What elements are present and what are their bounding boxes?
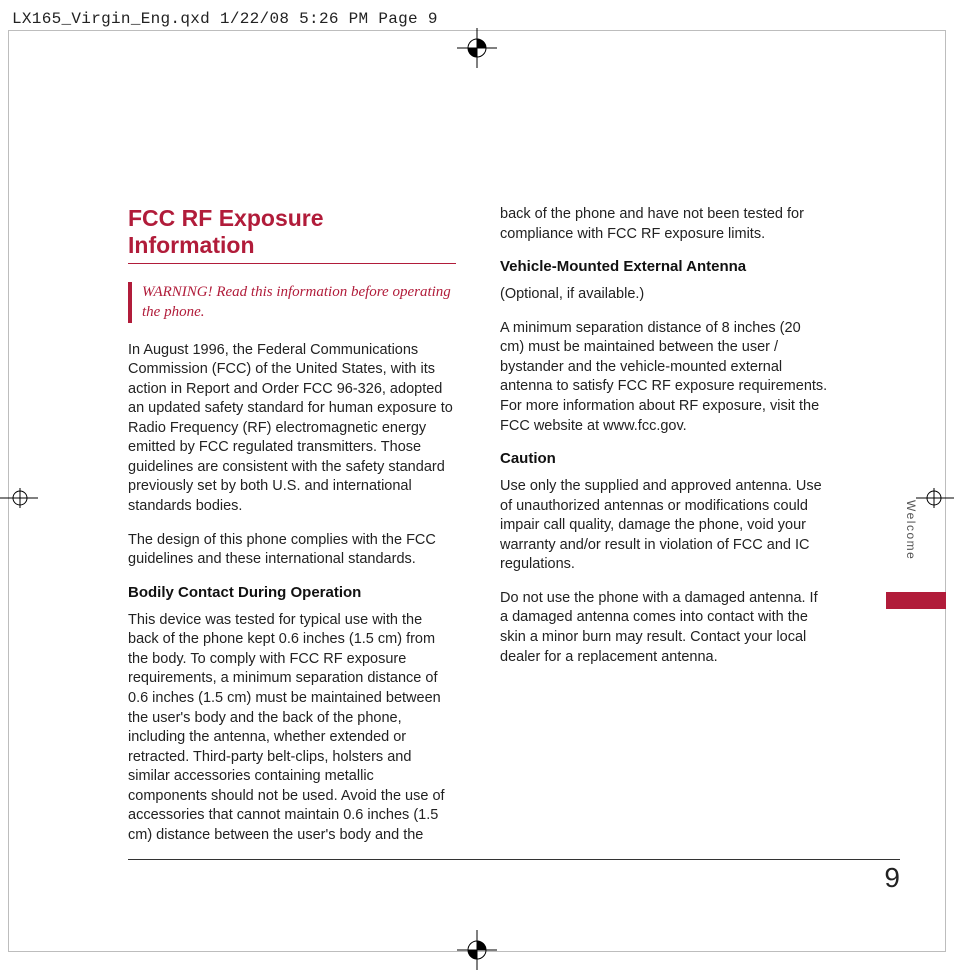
two-column-flow: FCC RF Exposure Information WARNING! Rea…: [128, 205, 828, 865]
section-tab-label: Welcome: [904, 500, 918, 566]
subheading-bodily-contact: Bodily Contact During Operation: [128, 584, 456, 601]
registration-mark-bottom: [457, 930, 497, 970]
warning-lead: WARNING!: [142, 284, 213, 300]
section-tab: Welcome: [904, 500, 922, 566]
section-tab-bar: [886, 592, 946, 609]
page-root: LX165_Virgin_Eng.qxd 1/22/08 5:26 PM Pag…: [0, 0, 954, 980]
footer-rule: [128, 859, 900, 860]
paragraph: Do not use the phone with a damaged ante…: [500, 589, 828, 667]
subheading-vehicle-antenna: Vehicle-Mounted External Antenna: [500, 258, 828, 275]
registration-mark-left: [0, 488, 38, 508]
section-title: FCC RF Exposure Information: [128, 205, 456, 264]
paragraph: Use only the supplied and approved anten…: [500, 477, 828, 575]
subheading-caution: Caution: [500, 450, 828, 467]
warning-callout: WARNING! Read this information before op…: [128, 282, 456, 323]
page-number: 9: [884, 862, 900, 894]
paragraph: In August 1996, the Federal Communicatio…: [128, 341, 456, 517]
paragraph: A minimum separation distance of 8 inche…: [500, 319, 828, 436]
content-area: FCC RF Exposure Information WARNING! Rea…: [128, 205, 828, 865]
slug-line: LX165_Virgin_Eng.qxd 1/22/08 5:26 PM Pag…: [12, 10, 438, 28]
paragraph: (Optional, if available.): [500, 285, 828, 305]
paragraph: The design of this phone complies with t…: [128, 531, 456, 570]
registration-mark-top: [457, 28, 497, 68]
